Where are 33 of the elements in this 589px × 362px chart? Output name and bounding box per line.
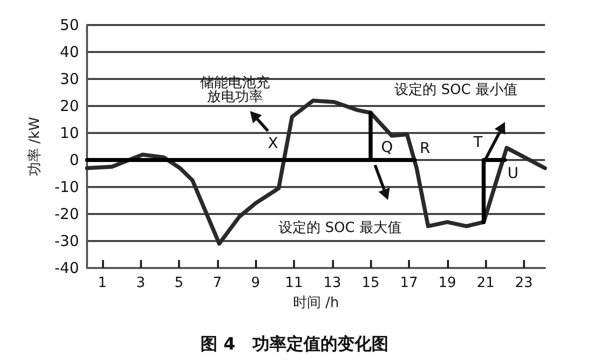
annotation: Q <box>381 138 393 156</box>
annotation: 设定的 SOC 最大值 <box>278 220 402 236</box>
y-tick-label: 20 <box>60 97 79 115</box>
y-tick-label: -10 <box>54 178 79 196</box>
annotation: T <box>472 133 484 151</box>
y-tick-label: 40 <box>60 43 79 61</box>
y-tick-label: 30 <box>60 70 79 88</box>
x-tick-label: 15 <box>362 275 380 291</box>
annotation: X <box>268 134 278 152</box>
x-tick-label: 17 <box>400 275 418 291</box>
x-tick-label: 11 <box>285 275 303 291</box>
y-tick-label: -40 <box>54 259 79 277</box>
annotation: R <box>420 139 430 157</box>
x-tick-label: 23 <box>515 275 533 291</box>
x-tick-label: 21 <box>476 275 495 291</box>
x-axis-title: 时间 /h <box>292 295 340 311</box>
x-tick-label: 3 <box>136 275 146 291</box>
text: 图 4 功率定值的变化图 <box>200 334 388 354</box>
annotation: 设定的 SOC 最小值 <box>394 82 518 98</box>
x-tick-label: 13 <box>323 275 342 291</box>
x-tick-label: 9 <box>251 275 260 291</box>
y-tick-label: 0 <box>69 151 79 169</box>
y-tick-label: 50 <box>60 16 79 34</box>
y-axis-title: 功率 /kW <box>27 116 43 176</box>
annotation: U <box>508 164 518 182</box>
annotation: 储能电池充放电功率 <box>200 75 270 105</box>
y-tick-label: -20 <box>54 205 79 223</box>
x-tick-label: 19 <box>438 275 456 291</box>
x-tick-label: 5 <box>174 275 184 291</box>
y-tick-label: -30 <box>54 232 79 250</box>
y-tick-label: 10 <box>60 124 79 142</box>
x-tick-label: 1 <box>98 275 107 291</box>
x-tick-label: 7 <box>212 275 222 291</box>
